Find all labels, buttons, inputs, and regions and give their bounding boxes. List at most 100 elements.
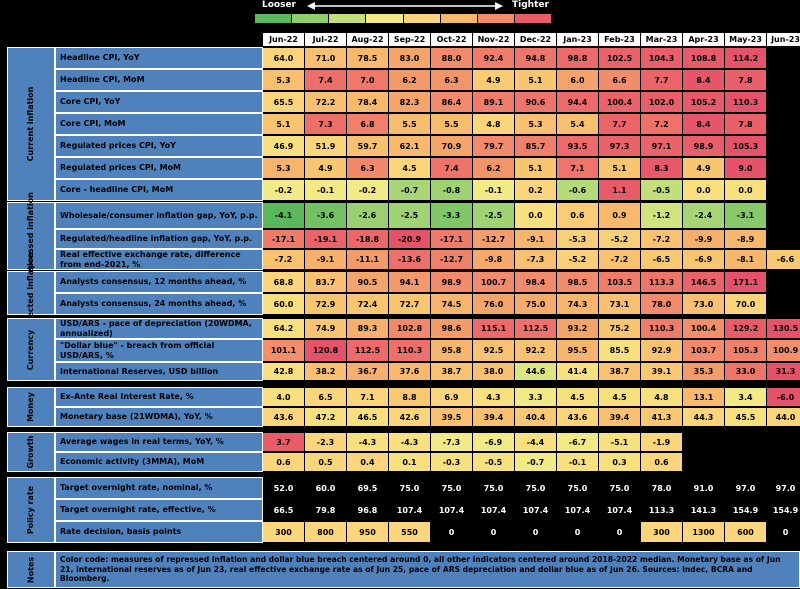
table-cell: 300 bbox=[641, 522, 682, 542]
table-cell: 93.2 bbox=[557, 319, 598, 338]
row-label: Core CPI, MoM bbox=[60, 119, 126, 128]
table-cell: 39.4 bbox=[599, 408, 640, 426]
table-cell: 110.3 bbox=[725, 92, 766, 112]
table-cell: 92.9 bbox=[641, 340, 682, 361]
table-cell: 7.0 bbox=[347, 70, 388, 90]
table-cell: 8.4 bbox=[683, 70, 724, 90]
table-row bbox=[55, 229, 263, 249]
table-cell: -8.1 bbox=[725, 250, 766, 269]
table-cell: 33.0 bbox=[725, 363, 766, 380]
table-row bbox=[55, 452, 263, 472]
legend-swatch bbox=[514, 14, 552, 23]
table-cell: 107.4 bbox=[389, 500, 430, 520]
table-cell: 120.8 bbox=[305, 340, 346, 361]
double-arrow-icon bbox=[307, 2, 503, 10]
table-cell: 44.6 bbox=[515, 363, 556, 380]
table-cell: 38.7 bbox=[431, 363, 472, 380]
table-cell: -11.1 bbox=[347, 250, 388, 269]
table-cell: 550 bbox=[389, 522, 430, 542]
row-label: Regulated prices CPI, YoY bbox=[60, 141, 176, 150]
table-cell: -3.1 bbox=[725, 203, 766, 228]
table-cell: 98.9 bbox=[683, 136, 724, 156]
table-cell: 79.7 bbox=[473, 136, 514, 156]
table-cell: 110.3 bbox=[641, 319, 682, 338]
table-cell: 7.4 bbox=[431, 158, 472, 178]
table-cell: -7.3 bbox=[515, 250, 556, 269]
table-cell: 0.9 bbox=[599, 203, 640, 228]
row-label: Ex-Ante Real Interest Rate, % bbox=[60, 392, 194, 401]
table-cell: -20.9 bbox=[389, 230, 430, 248]
table-cell bbox=[767, 70, 800, 90]
table-cell: -4.4 bbox=[515, 433, 556, 451]
table-cell: -2.6 bbox=[347, 203, 388, 228]
table-cell: 78.0 bbox=[641, 294, 682, 314]
table-cell: 9.0 bbox=[725, 158, 766, 178]
table-cell: 300 bbox=[263, 522, 304, 542]
table-cell: 45.5 bbox=[725, 408, 766, 426]
table-cell: 5.3 bbox=[263, 70, 304, 90]
table-cell: -0.1 bbox=[557, 453, 598, 471]
table-cell: 4.8 bbox=[473, 114, 514, 134]
table-cell: 98.5 bbox=[557, 272, 598, 292]
table-cell: 107.4 bbox=[473, 500, 514, 520]
table-cell: 4.9 bbox=[473, 70, 514, 90]
section-label: Current inflation bbox=[7, 47, 55, 201]
notes-label-text: Notes bbox=[26, 556, 36, 583]
table-cell: 146.5 bbox=[683, 272, 724, 292]
table-cell: -2.3 bbox=[305, 433, 346, 451]
table-cell: 85.5 bbox=[599, 340, 640, 361]
table-cell: 39.4 bbox=[473, 408, 514, 426]
table-cell: -5.2 bbox=[557, 250, 598, 269]
table-cell: -12.7 bbox=[431, 250, 472, 269]
table-cell: 4.8 bbox=[641, 388, 682, 406]
section-label: Currency bbox=[7, 318, 55, 381]
table-cell: 94.4 bbox=[557, 92, 598, 112]
table-cell: 5.1 bbox=[515, 70, 556, 90]
month-header-row: Jun-22 Jul-22 Aug-22 Sep-22 Oct-22 Nov-22 Dec-… bbox=[263, 33, 800, 46]
table-cell: 1300 bbox=[683, 522, 724, 542]
table-row bbox=[55, 387, 263, 407]
table-cell: 31.3 bbox=[767, 363, 800, 380]
row-label: Core CPI, YoY bbox=[60, 97, 121, 106]
table-cell: 73.0 bbox=[683, 294, 724, 314]
table-cell: 98.8 bbox=[557, 48, 598, 68]
table-cell: 0.4 bbox=[347, 453, 388, 471]
table-cell: 7.2 bbox=[641, 114, 682, 134]
table-cell: 75.0 bbox=[557, 478, 598, 498]
table-cell: 75.0 bbox=[515, 478, 556, 498]
table-row bbox=[55, 407, 263, 427]
table-cell: 71.0 bbox=[305, 48, 346, 68]
table-cell: 6.0 bbox=[557, 70, 598, 90]
row-label: International Reserves, USD billion bbox=[60, 366, 219, 376]
table-cell: 92.2 bbox=[515, 340, 556, 361]
row-label: Core - headline CPI, MoM bbox=[60, 185, 174, 194]
table-row bbox=[55, 362, 263, 381]
table-cell: 74.5 bbox=[431, 294, 472, 314]
table-cell bbox=[767, 230, 800, 248]
month-header: Jun-23 bbox=[767, 33, 800, 46]
table-cell: 68.8 bbox=[263, 272, 304, 292]
table-cell: 107.4 bbox=[431, 500, 472, 520]
table-cell: 110.3 bbox=[389, 340, 430, 361]
table-cell: 42.8 bbox=[263, 363, 304, 380]
table-cell: 75.0 bbox=[389, 478, 430, 498]
table-cell: 95.5 bbox=[557, 340, 598, 361]
table-cell: 75.0 bbox=[431, 478, 472, 498]
table-cell: 4.5 bbox=[557, 388, 598, 406]
table-cell: -6.0 bbox=[767, 388, 800, 406]
table-cell: 59.7 bbox=[347, 136, 388, 156]
table-cell: 90.6 bbox=[515, 92, 556, 112]
table-cell: 154.9 bbox=[767, 500, 800, 520]
table-cell: 90.5 bbox=[347, 272, 388, 292]
table-cell: 101.1 bbox=[263, 340, 304, 361]
table-cell: 82.3 bbox=[389, 92, 430, 112]
table-cell: 5.1 bbox=[599, 158, 640, 178]
table-row bbox=[55, 69, 263, 91]
table-row bbox=[55, 135, 263, 157]
table-cell: 88.0 bbox=[431, 48, 472, 68]
table-cell: 36.7 bbox=[347, 363, 388, 380]
table-cell: 7.1 bbox=[557, 158, 598, 178]
table-cell: 98.9 bbox=[431, 272, 472, 292]
table-cell: 94.8 bbox=[515, 48, 556, 68]
table-cell: 7.7 bbox=[599, 114, 640, 134]
